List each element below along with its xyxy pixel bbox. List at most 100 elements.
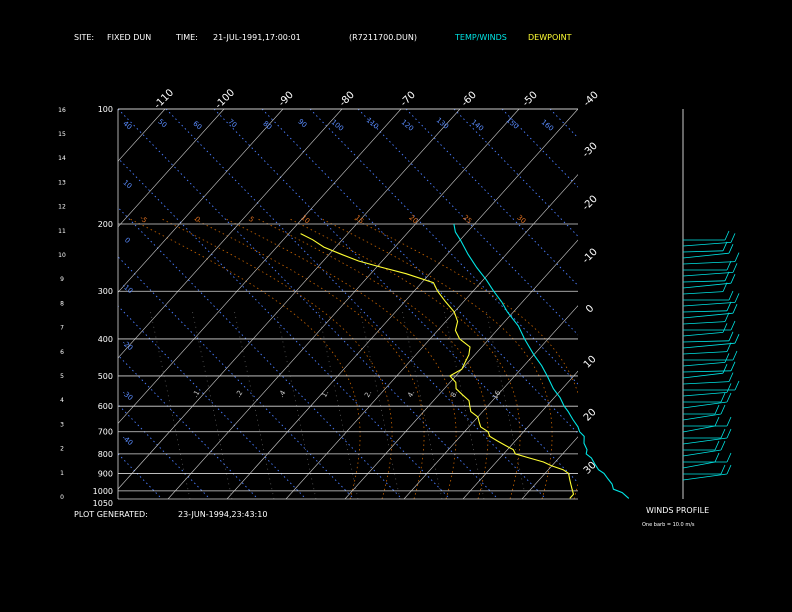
pressure-tick-label: 200 xyxy=(98,220,113,229)
pressure-tick-label: 500 xyxy=(98,372,113,381)
wind-barb-shaft xyxy=(682,332,724,337)
height-tick-label: 5 xyxy=(60,373,64,380)
isotherm-right-label: -30 xyxy=(581,141,600,160)
wind-barb-flag xyxy=(714,404,720,415)
height-tick-label: 10 xyxy=(58,252,66,259)
height-tick-label: 9 xyxy=(60,276,64,283)
mixing-ratio-line xyxy=(191,308,233,499)
dry-adiabat-line xyxy=(357,109,578,336)
isotherm-line xyxy=(118,109,461,490)
wind-barb-shaft xyxy=(682,342,736,349)
file-id: (R7211700.DUN) xyxy=(349,33,417,42)
wind-barb-shaft xyxy=(682,437,728,445)
wind-barb-flag xyxy=(722,364,728,374)
pressure-tick-label: 900 xyxy=(98,469,113,478)
mixing-ratio-line xyxy=(149,308,191,499)
dry-adiabat-line xyxy=(118,206,403,499)
isotherm-line xyxy=(285,174,578,499)
isotherm-line xyxy=(118,109,343,359)
pressure-tick-label: 600 xyxy=(98,402,113,411)
pressure-tick-label: 800 xyxy=(98,450,113,459)
dry-adiabat-line xyxy=(118,157,451,499)
isotherm-top-label: -50 xyxy=(521,90,540,109)
isotherm-right-label: -10 xyxy=(581,247,600,266)
plot-generated-value: 23-JUN-1994,23:43:10 xyxy=(178,510,268,519)
dry-adiabat-line xyxy=(118,109,499,499)
wind-barb-flag xyxy=(728,290,734,301)
height-tick-label: 4 xyxy=(60,397,64,404)
moist-adiabat-label: 15 xyxy=(353,214,365,226)
legend-dewpoint: DEWPOINT xyxy=(528,33,572,42)
wind-barb-shaft xyxy=(682,242,732,247)
dry-adiabat-line xyxy=(309,109,578,385)
wind-barb-flag xyxy=(726,464,732,475)
pressure-tick-label: 100 xyxy=(98,105,113,114)
wind-barb-flag xyxy=(724,271,730,281)
isotherm-right-label: -20 xyxy=(581,194,600,213)
wind-barb-flag xyxy=(732,350,738,361)
wind-barb-flag xyxy=(734,380,740,391)
isotherm-line xyxy=(226,109,578,499)
wind-barb-flag xyxy=(730,320,736,331)
isotherm-line xyxy=(167,109,520,499)
isotherm-top-label: -60 xyxy=(460,90,479,109)
dry-adiabat-label: 40 xyxy=(121,120,133,132)
dry-adiabat-label: 140 xyxy=(470,118,485,133)
wind-barb-flag xyxy=(728,331,734,341)
isotherm-top-label: -70 xyxy=(399,90,418,109)
moist-adiabat-label: 0 xyxy=(193,215,202,224)
wind-barb-flag xyxy=(720,440,726,451)
pressure-tick-label: 700 xyxy=(98,428,113,437)
dry-adiabat-label: 60 xyxy=(191,120,203,132)
wind-barb-flag xyxy=(720,428,726,439)
wind-barb-flag xyxy=(724,312,730,322)
wind-barb-shaft xyxy=(682,272,734,277)
pressure-tick-label: 400 xyxy=(98,335,113,344)
dry-adiabat-line xyxy=(118,256,355,499)
mixing-ratio-label: 2. xyxy=(363,389,373,399)
height-tick-label: 14 xyxy=(58,155,66,162)
isotherm-line xyxy=(581,109,792,499)
wind-barb-flag xyxy=(726,452,732,463)
wind-barb-shaft xyxy=(682,250,724,253)
dry-adiabat-line xyxy=(598,109,792,499)
dry-adiabat-line xyxy=(261,109,578,434)
legend-temp-winds: TEMP/WINDS xyxy=(455,33,507,42)
winds-profile-title: WINDS PROFILE xyxy=(646,506,710,515)
moist-adiabat-label: 5 xyxy=(247,215,256,224)
plot-interior xyxy=(0,109,792,499)
wind-barb-flag xyxy=(732,304,738,314)
wind-barb-shaft xyxy=(682,312,734,319)
moist-adiabat-line xyxy=(321,218,553,499)
dry-adiabat-label: 150 xyxy=(505,116,520,131)
mixing-ratio-line xyxy=(275,308,317,499)
isotherm-top-label: -110 xyxy=(152,87,176,111)
height-tick-label: 15 xyxy=(58,131,66,138)
wind-barb-shaft xyxy=(682,449,722,457)
wind-barb-flag xyxy=(730,361,736,371)
mixing-ratio-label: .1 xyxy=(191,389,201,399)
wind-barb-shaft xyxy=(682,461,716,469)
moist-adiabat-line xyxy=(225,218,457,499)
height-tick-label: 2 xyxy=(60,446,64,453)
wind-barb-shaft xyxy=(682,473,728,481)
dry-adiabat-line xyxy=(118,453,163,499)
wind-barb-flag xyxy=(714,416,720,427)
wind-barb-flag xyxy=(732,263,738,273)
height-tick-label: 1 xyxy=(60,470,64,477)
dry-adiabat-label: 10 xyxy=(121,179,133,191)
isotherm-line xyxy=(118,109,402,424)
site-value: FIXED DUN xyxy=(107,33,152,42)
moist-adiabat-label: 20 xyxy=(407,214,419,226)
dry-adiabat-label: -20 xyxy=(120,339,134,352)
wind-barb-shaft xyxy=(682,340,730,343)
wind-barb-flag xyxy=(720,464,726,475)
dry-adiabat-label: 130 xyxy=(435,116,450,131)
wind-barb-flag xyxy=(724,353,730,363)
dry-adiabat-line xyxy=(0,109,18,499)
dry-adiabat-label: 70 xyxy=(226,118,238,130)
isotherm-line xyxy=(118,109,166,162)
moist-adiabat-line xyxy=(289,218,521,499)
moist-adiabat-label: 30 xyxy=(515,214,527,226)
dry-adiabat-label: 120 xyxy=(400,118,415,133)
